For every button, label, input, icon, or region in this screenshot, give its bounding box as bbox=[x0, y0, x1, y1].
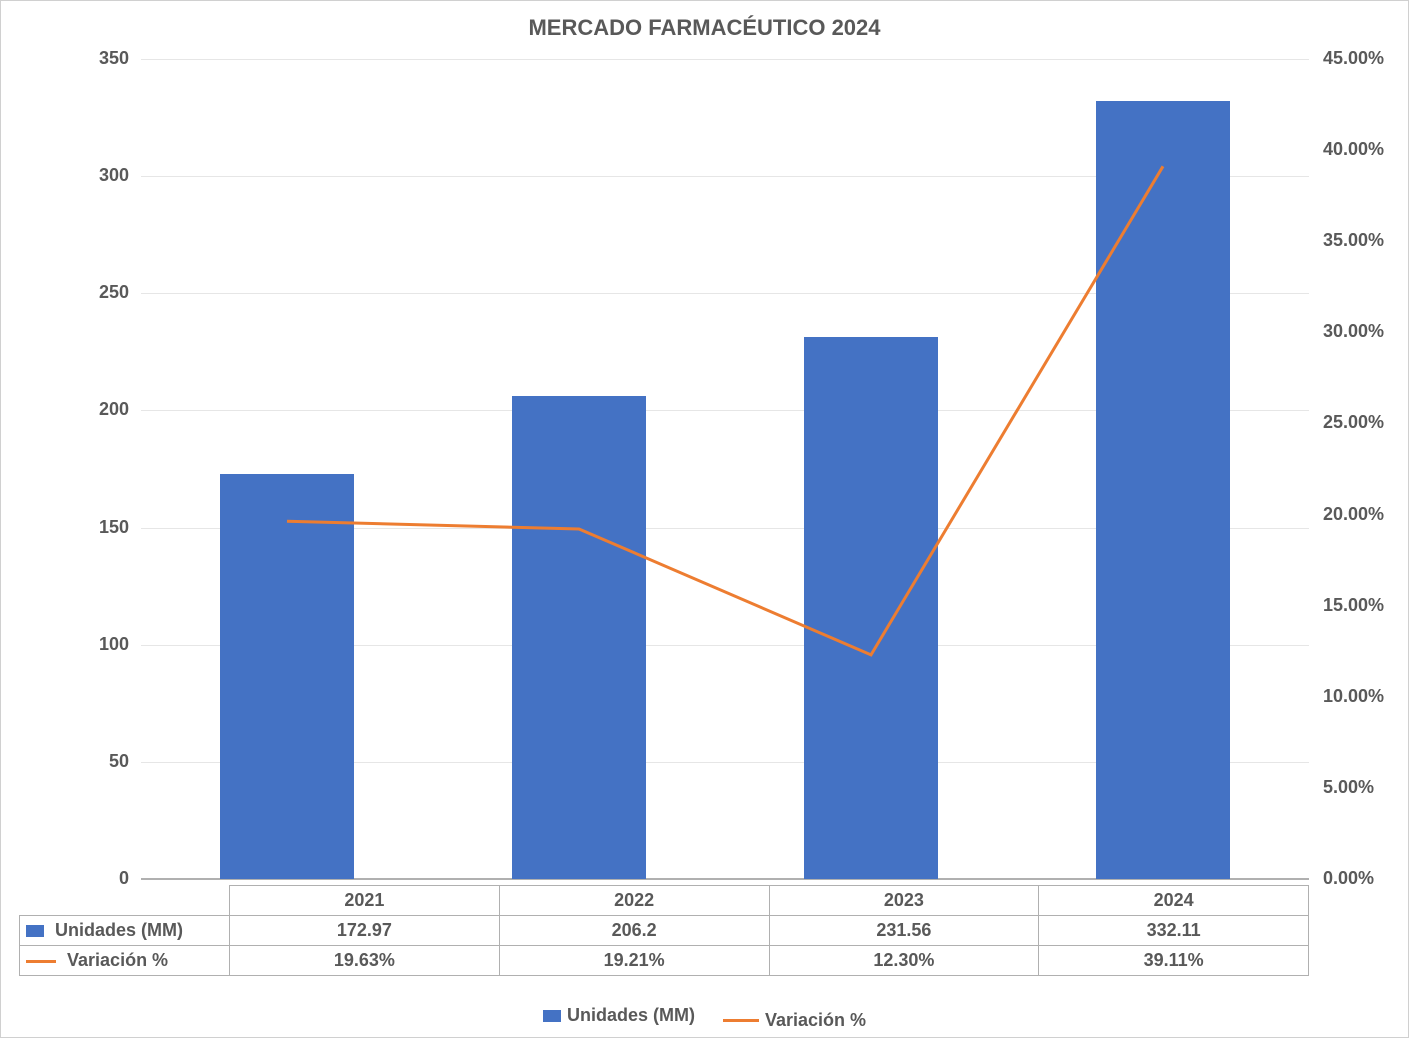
y-left-tick-label: 50 bbox=[49, 751, 129, 772]
table-cell: 206.2 bbox=[499, 916, 769, 946]
bar bbox=[1096, 101, 1230, 879]
y-right-tick-label: 25.00% bbox=[1323, 412, 1384, 433]
table-cell: 332.11 bbox=[1039, 916, 1309, 946]
y-right-tick-label: 15.00% bbox=[1323, 595, 1384, 616]
y-left-tick-label: 100 bbox=[49, 634, 129, 655]
line-series-name: Variación % bbox=[67, 950, 168, 970]
y-right-tick-label: 10.00% bbox=[1323, 686, 1384, 707]
bars-series-name: Unidades (MM) bbox=[55, 920, 183, 940]
y-right-tick-label: 0.00% bbox=[1323, 868, 1374, 889]
table-cell: 12.30% bbox=[769, 946, 1039, 976]
legend-label: Unidades (MM) bbox=[567, 1005, 695, 1026]
y-left-tick-label: 150 bbox=[49, 517, 129, 538]
legend-item-line: Variación % bbox=[723, 1010, 866, 1031]
table-cell: 39.11% bbox=[1039, 946, 1309, 976]
bar-swatch-icon bbox=[26, 925, 44, 937]
y-right-tick-label: 45.00% bbox=[1323, 48, 1384, 69]
legend-label: Variación % bbox=[765, 1010, 866, 1031]
table-cell: 19.21% bbox=[499, 946, 769, 976]
y-left-tick-label: 300 bbox=[49, 165, 129, 186]
bar bbox=[512, 396, 646, 879]
y-right-tick-label: 5.00% bbox=[1323, 777, 1374, 798]
bar-swatch-icon bbox=[543, 1010, 561, 1022]
chart-container: MERCADO FARMACÉUTICO 2024 20212022202320… bbox=[0, 0, 1409, 1038]
data-table: 2021202220232024 Unidades (MM) 172.97206.… bbox=[19, 885, 1309, 976]
y-left-tick-label: 0 bbox=[49, 868, 129, 889]
bar bbox=[220, 474, 354, 879]
chart-title: MERCADO FARMACÉUTICO 2024 bbox=[1, 15, 1408, 41]
bar bbox=[804, 337, 938, 880]
y-right-tick-label: 20.00% bbox=[1323, 504, 1384, 525]
legend-item-bars: Unidades (MM) bbox=[543, 1005, 695, 1026]
y-right-tick-label: 35.00% bbox=[1323, 230, 1384, 251]
y-left-tick-label: 250 bbox=[49, 282, 129, 303]
table-corner bbox=[20, 886, 230, 916]
y-right-tick-label: 30.00% bbox=[1323, 321, 1384, 342]
table-row-header-bars: Unidades (MM) bbox=[20, 916, 230, 946]
y-left-tick-label: 200 bbox=[49, 399, 129, 420]
gridline bbox=[141, 879, 1309, 880]
table-col-header: 2021 bbox=[230, 886, 500, 916]
table-cell: 172.97 bbox=[230, 916, 500, 946]
legend: Unidades (MM) Variación % bbox=[1, 1005, 1408, 1031]
table-col-header: 2024 bbox=[1039, 886, 1309, 916]
table-col-header: 2022 bbox=[499, 886, 769, 916]
table-cell: 19.63% bbox=[230, 946, 500, 976]
gridline bbox=[141, 59, 1309, 60]
y-left-tick-label: 350 bbox=[49, 48, 129, 69]
y-right-tick-label: 40.00% bbox=[1323, 139, 1384, 160]
line-swatch-icon bbox=[723, 1019, 759, 1022]
table-row-header-line: Variación % bbox=[20, 946, 230, 976]
table-cell: 231.56 bbox=[769, 916, 1039, 946]
line-swatch-icon bbox=[26, 960, 56, 963]
table-col-header: 2023 bbox=[769, 886, 1039, 916]
plot-area bbox=[141, 59, 1309, 879]
